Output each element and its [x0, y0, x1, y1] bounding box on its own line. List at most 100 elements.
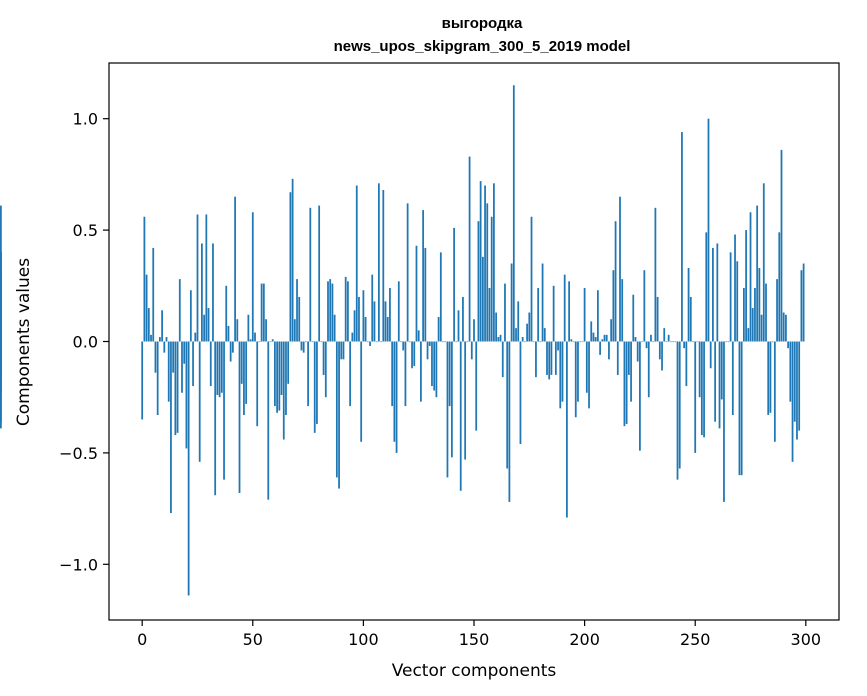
bar [771, 341, 774, 343]
bar [439, 252, 442, 342]
bar [665, 341, 668, 343]
bar [389, 288, 391, 342]
bar [632, 294, 635, 342]
bar [420, 341, 422, 402]
bar [581, 341, 584, 343]
bar [183, 341, 186, 364]
bar [291, 178, 294, 342]
bar [676, 341, 679, 480]
bar [313, 341, 316, 433]
bar [457, 310, 460, 342]
bar [568, 281, 571, 342]
bar [539, 341, 542, 343]
bar [499, 334, 502, 342]
bar [161, 310, 163, 342]
bar [335, 341, 338, 478]
bar [223, 341, 225, 480]
bar [614, 221, 617, 342]
bar [251, 212, 254, 342]
bar [0, 341, 2, 422]
bar [488, 288, 491, 342]
bar [413, 341, 416, 367]
bar [406, 203, 409, 342]
bar [599, 341, 601, 355]
bar [495, 312, 498, 342]
bar [373, 301, 376, 342]
bar [203, 314, 206, 342]
bar [415, 245, 418, 342]
bar [269, 341, 272, 343]
bar [802, 263, 805, 342]
bar [559, 341, 562, 409]
bar [692, 341, 694, 343]
bar [304, 341, 307, 343]
bar [271, 339, 274, 342]
chart-title: выгородка [442, 15, 523, 32]
bar [316, 341, 318, 424]
bar [504, 283, 506, 342]
bar [510, 263, 513, 342]
bar [207, 308, 210, 342]
bar [444, 341, 447, 343]
bar [265, 319, 267, 342]
bar [727, 341, 730, 343]
bar [678, 341, 681, 469]
bar [318, 205, 321, 342]
bar [205, 214, 208, 342]
bar [734, 234, 736, 342]
bar [557, 341, 559, 351]
bar [543, 328, 546, 342]
bar [260, 283, 263, 342]
bar [289, 192, 292, 342]
bar [349, 341, 352, 407]
bar [521, 337, 524, 342]
bar [625, 341, 628, 424]
chart-subtitle: news_upos_skipgram_300_5_2019 model [334, 38, 631, 55]
bar [382, 190, 385, 342]
bar [262, 283, 265, 342]
bar [437, 316, 440, 342]
bar [355, 185, 358, 342]
bar [789, 341, 792, 402]
y-tick-label: −1.0 [59, 555, 98, 574]
bar [751, 308, 754, 342]
bar [170, 341, 172, 514]
bar [366, 341, 369, 343]
bar [636, 341, 639, 362]
bar [800, 270, 803, 342]
bar [696, 341, 699, 343]
bar [404, 341, 407, 407]
bar [796, 341, 798, 440]
bar [167, 341, 170, 402]
bar [172, 341, 175, 373]
bar [532, 341, 535, 343]
y-tick-label: 0.0 [73, 333, 98, 352]
bar [747, 328, 750, 342]
bar [641, 341, 644, 343]
bar [218, 341, 221, 398]
bar [384, 301, 387, 342]
bar [411, 341, 413, 369]
bar [548, 341, 551, 380]
bar [333, 314, 336, 342]
x-tick-label: 100 [348, 630, 379, 649]
bar [718, 341, 721, 429]
bar [459, 341, 462, 491]
bar [705, 232, 708, 342]
bar [736, 261, 739, 342]
x-tick-label: 250 [680, 630, 711, 649]
bar [541, 263, 544, 342]
bar [435, 341, 438, 398]
bar [455, 341, 458, 343]
bar [249, 339, 252, 342]
bar [546, 341, 548, 375]
bar [707, 118, 710, 342]
bar [196, 214, 199, 342]
bar [698, 341, 701, 398]
bar [442, 341, 444, 343]
bar [574, 341, 577, 418]
bar [605, 334, 608, 342]
bar [324, 341, 327, 398]
bar [798, 341, 801, 431]
bar [293, 319, 296, 342]
